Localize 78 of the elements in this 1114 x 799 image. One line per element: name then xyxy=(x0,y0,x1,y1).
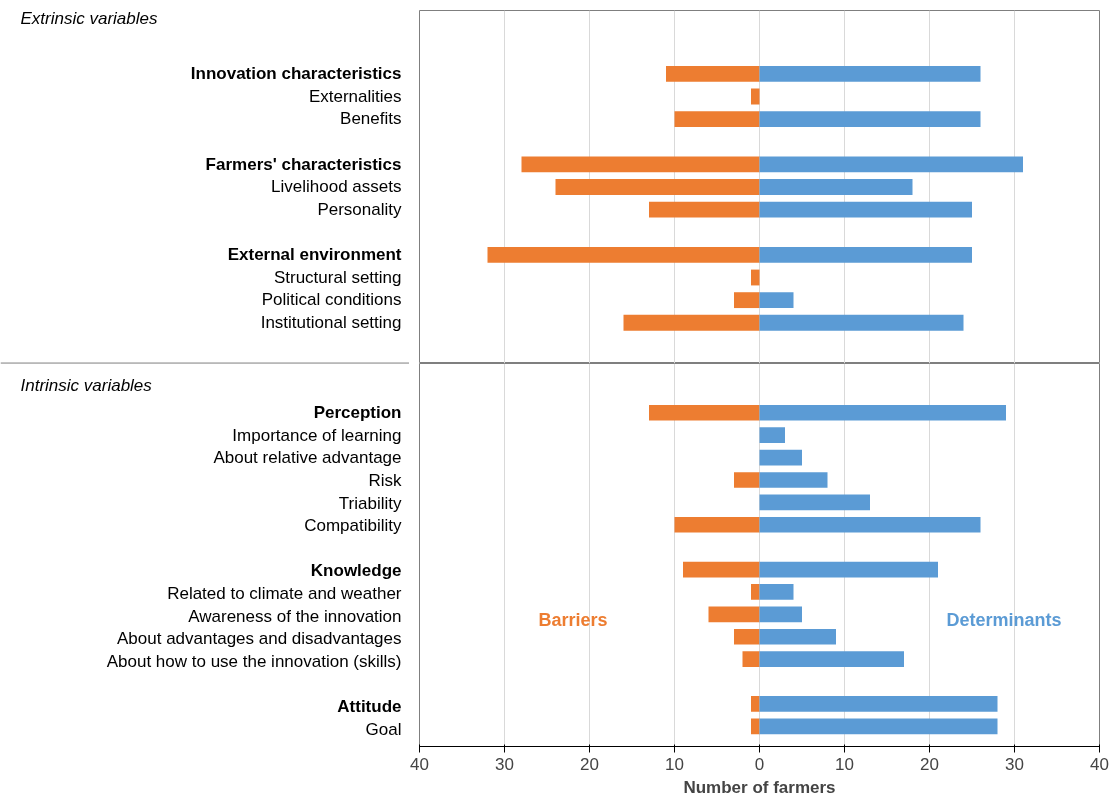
x-tick-label: 40 xyxy=(1090,754,1109,774)
bar xyxy=(759,494,870,511)
y-tick-label: Risk xyxy=(368,471,402,491)
bar xyxy=(759,292,794,309)
y-tick-label: Political conditions xyxy=(261,290,402,310)
y-tick-label: Innovation characteristics xyxy=(190,64,402,84)
bar xyxy=(759,584,794,600)
bar xyxy=(751,718,760,735)
bar xyxy=(759,561,938,578)
bar xyxy=(734,628,760,645)
bar xyxy=(759,246,972,263)
x-tick-label: 30 xyxy=(495,754,514,774)
bar xyxy=(759,65,981,82)
bar xyxy=(487,246,760,263)
bar xyxy=(759,696,998,712)
text: Barriers xyxy=(538,609,608,630)
bar xyxy=(674,516,760,533)
y-tick-label: Structural setting xyxy=(273,267,402,287)
x-tick-label: 10 xyxy=(835,754,854,774)
bar xyxy=(759,449,802,466)
text: Extrinsic variables xyxy=(20,8,158,28)
bar xyxy=(649,404,760,421)
bar xyxy=(734,292,760,309)
y-tick-label: About how to use the innovation (skills) xyxy=(106,651,402,671)
x-tick-label: 20 xyxy=(920,754,939,774)
y-tick-label: Triability xyxy=(338,493,402,513)
text: Intrinsic variables xyxy=(20,376,153,396)
bar xyxy=(759,516,981,533)
bar xyxy=(742,651,760,667)
bar xyxy=(759,651,904,667)
bar xyxy=(521,156,760,173)
bar xyxy=(759,404,1006,421)
y-tick-label: External environment xyxy=(227,245,402,265)
y-tick-label: Importance of learning xyxy=(232,425,402,445)
bar xyxy=(759,427,785,444)
y-tick-label: Externalities xyxy=(308,86,402,106)
x-tick-label: 10 xyxy=(665,754,684,774)
bar xyxy=(759,628,836,645)
bar xyxy=(674,111,760,128)
bar xyxy=(759,156,1023,173)
y-tick-label: Benefits xyxy=(340,109,402,129)
bar xyxy=(759,472,828,488)
y-tick-label: Attitude xyxy=(337,697,402,717)
y-tick-label: Knowledge xyxy=(310,561,402,581)
x-axis-title: Number of farmers xyxy=(683,777,836,797)
y-tick-label: About relative advantage xyxy=(213,448,402,468)
bar xyxy=(759,606,802,623)
bar xyxy=(759,111,981,128)
y-tick-label: Perception xyxy=(313,403,402,423)
x-tick-label: 20 xyxy=(580,754,599,774)
bar xyxy=(649,201,760,218)
x-tick-label: 0 xyxy=(754,754,765,774)
x-tick-label: 30 xyxy=(1005,754,1024,774)
bar xyxy=(751,584,760,600)
bar xyxy=(759,718,998,735)
y-tick-label: Awareness of the innovation xyxy=(188,606,402,626)
y-tick-label: Goal xyxy=(365,719,402,739)
y-tick-label: Compatibility xyxy=(304,516,402,536)
bar xyxy=(708,606,760,623)
bar xyxy=(666,65,760,82)
y-tick-label: Related to climate and weather xyxy=(167,584,402,604)
y-tick-label: Personality xyxy=(317,199,402,219)
y-tick-label: Farmers' characteristics xyxy=(205,154,402,174)
series-label: Determinants xyxy=(946,609,1062,630)
bar xyxy=(759,314,964,331)
bar xyxy=(759,179,913,195)
x-tick-label: 40 xyxy=(410,754,429,774)
bar xyxy=(734,472,760,488)
bar xyxy=(623,314,760,331)
y-tick-label: Livelihood assets xyxy=(271,177,402,197)
bar xyxy=(751,88,760,105)
bar xyxy=(683,561,760,578)
bar xyxy=(759,201,972,218)
bar xyxy=(555,179,760,195)
bar xyxy=(751,269,760,286)
y-tick-label: About advantages and disadvantages xyxy=(117,629,402,649)
y-tick-label: Institutional setting xyxy=(260,312,402,332)
bar xyxy=(751,696,760,712)
